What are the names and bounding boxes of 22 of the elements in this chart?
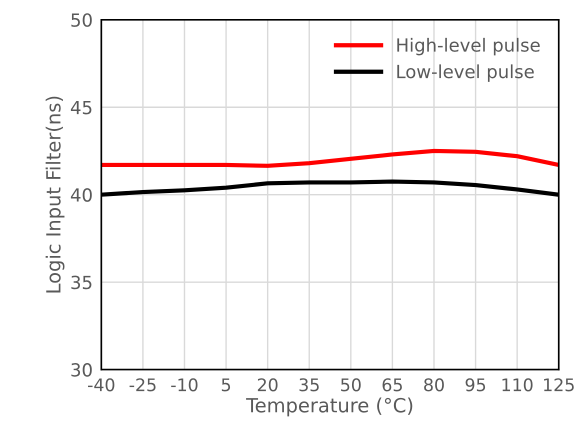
y-tick-label: 50	[71, 13, 92, 27]
x-tick-label: 5	[222, 378, 230, 392]
x-tick-label: 110	[502, 378, 533, 392]
x-tick-label: 95	[466, 378, 486, 392]
x-tick-label: 20	[258, 378, 278, 392]
y-axis-title: Logic Input Filter(ns)	[46, 96, 64, 292]
x-tick-label: -25	[130, 378, 156, 392]
x-tick-label: 65	[382, 378, 402, 392]
line-series	[101, 148, 559, 168]
x-tick-label: -40	[88, 378, 114, 392]
legend-label: Low-level pulse	[397, 64, 534, 82]
y-tick-label: 40	[70, 188, 92, 202]
x-tick-label: 35	[300, 378, 319, 392]
x-tick-label: 50	[341, 378, 361, 392]
y-tick-label: 45	[70, 100, 92, 114]
x-tick-label: 125	[544, 378, 574, 392]
x-tick-label: 80	[424, 378, 444, 392]
y-tick-label: 30	[71, 363, 92, 377]
x-tick-label: -10	[171, 378, 198, 392]
x-axis-title: Temperature (°C)	[246, 398, 412, 416]
legend-label: High-level pulse	[397, 38, 540, 56]
y-tick-label: 35	[71, 276, 92, 290]
